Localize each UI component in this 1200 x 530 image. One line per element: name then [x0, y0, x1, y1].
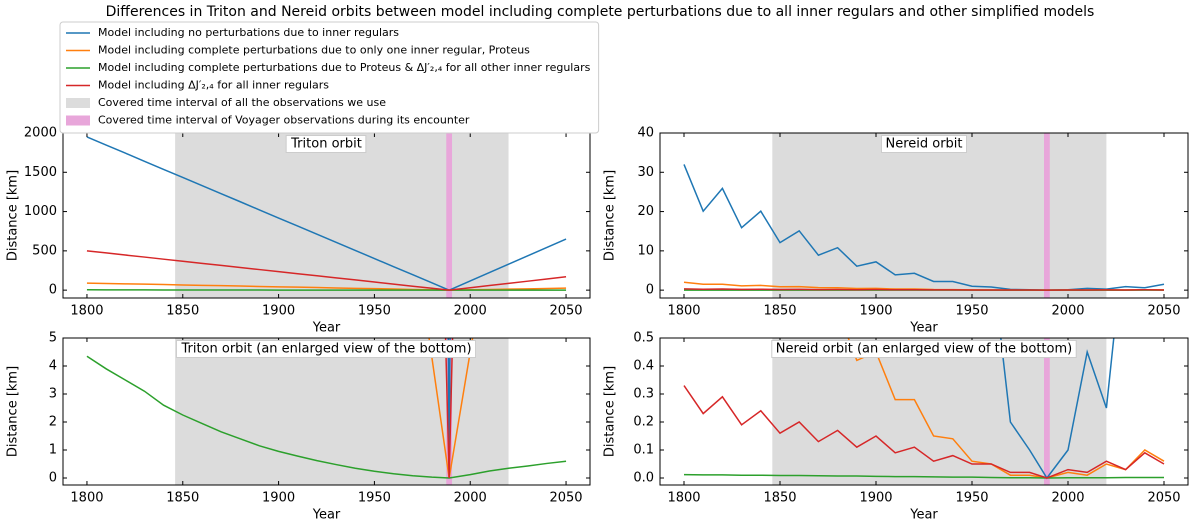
- y-tick-label: 3: [49, 387, 57, 402]
- y-axis-label: Distance [km]: [603, 170, 618, 261]
- y-tick-label: 0: [49, 283, 57, 298]
- x-axis-label: Year: [312, 321, 341, 336]
- y-tick-label: 0: [49, 471, 57, 486]
- x-tick-label: 1850: [763, 491, 796, 506]
- x-tick-label: 1950: [955, 491, 988, 506]
- x-tick-label: 1800: [667, 304, 700, 319]
- x-tick-label: 1850: [763, 304, 796, 319]
- x-tick-label: 1900: [262, 491, 295, 506]
- x-tick-label: 1950: [358, 491, 391, 506]
- y-axis-label: Distance [km]: [6, 170, 21, 261]
- x-tick-label: 2000: [1051, 304, 1084, 319]
- x-tick-label: 2050: [549, 304, 582, 319]
- plot-area: [86, 338, 567, 485]
- x-tick-label: 1900: [262, 304, 295, 319]
- y-axis-label: Distance [km]: [603, 366, 618, 457]
- series-line: [847, 338, 1165, 479]
- y-tick-label: 30: [637, 165, 654, 180]
- series-line: [683, 385, 1165, 479]
- legend-swatch: [66, 115, 90, 126]
- y-tick-label: 1: [49, 443, 57, 458]
- series-line: [86, 136, 567, 291]
- subplot-title-box: [285, 135, 367, 153]
- series-line: [86, 355, 567, 479]
- subplot-title-box: [771, 340, 1077, 358]
- subplot-title: Triton orbit: [290, 137, 362, 152]
- subplot-title: Triton orbit (an enlarged view of the bo…: [180, 342, 471, 357]
- axes-frame: [659, 337, 1189, 486]
- y-tick-label: 4: [49, 359, 57, 374]
- x-tick-label: 1800: [70, 304, 103, 319]
- y-tick-label: 20: [637, 204, 654, 219]
- time-span: [446, 133, 453, 298]
- y-tick-label: 0: [646, 283, 654, 298]
- y-tick-label: 0.3: [633, 387, 654, 402]
- plot-area: [86, 133, 567, 298]
- x-tick-label: 1800: [667, 491, 700, 506]
- x-tick-label: 1850: [166, 491, 199, 506]
- y-tick-label: 10: [637, 243, 654, 258]
- legend-label: Model including complete perturbations d…: [98, 61, 591, 74]
- legend-label: Covered time interval of Voyager observa…: [98, 114, 470, 127]
- legend: Model including no perturbations due to …: [59, 21, 600, 134]
- y-axis-label: Distance [km]: [6, 366, 21, 457]
- y-tick-label: 500: [32, 243, 57, 258]
- y-tick-label: 1500: [24, 165, 57, 180]
- legend-label: Model including ΔJ′₂,₄ for all inner reg…: [98, 79, 329, 92]
- x-tick-label: 1900: [859, 304, 892, 319]
- legend-label: Model including complete perturbations d…: [98, 44, 530, 57]
- subplot-title-box: [880, 135, 968, 153]
- legend-label: Covered time interval of all the observa…: [98, 96, 386, 109]
- time-span: [772, 338, 1107, 485]
- x-tick-label: 2050: [549, 491, 582, 506]
- y-tick-label: 2000: [24, 126, 57, 141]
- time-span: [1044, 338, 1050, 485]
- time-span: [772, 133, 1107, 298]
- x-tick-label: 2050: [1147, 491, 1180, 506]
- x-tick-label: 2050: [1147, 304, 1180, 319]
- series-line: [683, 473, 1164, 479]
- time-span: [175, 338, 509, 485]
- series-line: [683, 288, 1165, 291]
- legend-swatch: [66, 98, 90, 108]
- plot-area: [683, 338, 1165, 485]
- subplot-title-box: [175, 340, 477, 358]
- x-tick-label: 1950: [358, 304, 391, 319]
- x-axis-label: Year: [909, 508, 938, 523]
- y-tick-label: 2: [49, 415, 57, 430]
- axes-frame: [62, 337, 591, 486]
- series-line: [86, 250, 567, 291]
- axes-frame: [659, 132, 1189, 299]
- subplot-title: Nereid orbit: [885, 137, 962, 152]
- time-span: [175, 133, 509, 298]
- y-tick-label: 5: [49, 331, 57, 346]
- time-span: [1044, 133, 1050, 298]
- series-line: [1000, 338, 1115, 480]
- x-tick-label: 1900: [859, 491, 892, 506]
- y-tick-label: 1000: [24, 204, 57, 219]
- y-tick-label: 0.4: [633, 359, 654, 374]
- x-axis-label: Year: [312, 508, 341, 523]
- y-tick-label: 0.0: [633, 471, 654, 486]
- legend-label: Model including no perturbations due to …: [98, 26, 399, 39]
- figure-title: Differences in Triton and Nereid orbits …: [106, 4, 1095, 20]
- series-line: [683, 164, 1165, 291]
- y-tick-label: 40: [637, 126, 654, 141]
- y-tick-label: 0.5: [633, 331, 654, 346]
- x-tick-label: 2000: [454, 491, 487, 506]
- subplot-title: Nereid orbit (an enlarged view of the bo…: [776, 342, 1072, 357]
- x-tick-label: 2000: [454, 304, 487, 319]
- plot-area: [683, 133, 1165, 298]
- x-tick-label: 1850: [166, 304, 199, 319]
- y-tick-label: 0.2: [633, 415, 654, 430]
- y-tick-label: 0.1: [633, 443, 654, 458]
- x-tick-label: 1950: [955, 304, 988, 319]
- x-tick-label: 1800: [70, 491, 103, 506]
- legend-frame: [59, 21, 600, 134]
- x-axis-label: Year: [909, 321, 938, 336]
- x-tick-label: 2000: [1051, 491, 1084, 506]
